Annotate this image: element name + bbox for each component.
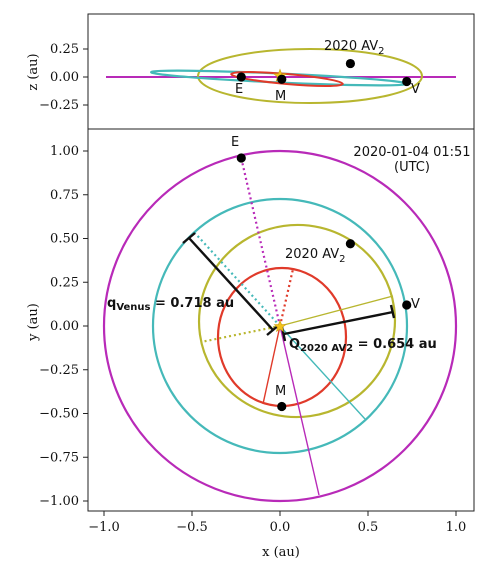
top-label-v: V: [411, 82, 420, 97]
bottom-x-axis-label: x (au): [262, 545, 300, 560]
venus-node-dotted: [193, 231, 281, 327]
x-tick-label-1: −0.5: [176, 520, 208, 535]
bottom-y-ticks: 1.00 0.75 0.50 0.25 0.00 −0.25 −0.50 −0.75 −1.00: [39, 144, 88, 509]
bottom-y-axis-label: y (au): [26, 303, 41, 342]
top-point-e: [236, 72, 246, 82]
top-av2-orbit: [197, 48, 423, 104]
timestamp: 2020-01-04 01:51: [353, 145, 470, 160]
top-body-markers: [236, 58, 412, 87]
point-2020-av: [345, 239, 355, 249]
y-tick-label-4: 0.00: [50, 319, 79, 334]
top-mercury-orbit: [230, 71, 344, 87]
av2-orbit: [197, 223, 397, 419]
top-y-tick-label-1: 0.00: [50, 70, 79, 85]
top-point-m: [277, 74, 287, 84]
y-tick-label-8: −1.00: [39, 494, 79, 509]
bottom-panel: 1.000.750.500.250.00−0.25−0.50−0.75−1.00…: [26, 128, 475, 560]
mercury-node-dotted: [278, 268, 295, 327]
mercury-node-solid: [262, 325, 281, 405]
earth-node-dotted: [239, 156, 282, 327]
venus-orbit: [151, 197, 409, 455]
y-tick-label-7: −0.75: [39, 450, 79, 465]
sun-marker: [273, 319, 287, 333]
top-point-v: [402, 76, 412, 87]
av2-node-dotted: [200, 324, 281, 344]
top-label-av2: 2020 AV2: [324, 39, 385, 57]
q-venus-bracket: [182, 232, 280, 336]
top-y-tick-label-0: 0.25: [50, 42, 79, 57]
top-y-axis-label: z (au): [26, 53, 41, 90]
label-m: M: [275, 384, 286, 399]
label-v: V: [411, 297, 420, 312]
point-m: [277, 401, 287, 412]
q-venus-annotation: qVenus = 0.718 au: [107, 296, 234, 313]
y-tick-label-2: 0.50: [50, 232, 79, 247]
label-av2: 2020 AV2: [285, 247, 346, 265]
bottom-x-ticks: −1.0 −0.5 0.0 0.5 1.0: [88, 511, 466, 535]
Q-av2-annotation: Q2020 AV2 = 0.654 au: [289, 337, 437, 354]
top-label-e: E: [235, 82, 243, 97]
point-e: [236, 153, 246, 163]
y-tick-label-3: 0.25: [50, 275, 79, 290]
y-tick-label-0: 1.00: [50, 144, 79, 159]
x-tick-label-0: −1.0: [88, 520, 120, 535]
point-v: [402, 300, 412, 310]
top-label-m: M: [275, 89, 286, 104]
earth-node-solid: [279, 325, 320, 496]
label-e: E: [231, 135, 239, 150]
x-tick-label-3: 0.5: [358, 520, 379, 535]
top-panel: 0.25 0.00 −0.25 z (au) 2020 AV2 E M V: [26, 13, 475, 130]
y-tick-label-6: −0.50: [39, 407, 79, 422]
venus-node-solid: [279, 325, 366, 420]
y-tick-label-5: −0.25: [39, 363, 79, 378]
x-tick-label-4: 1.0: [446, 520, 467, 535]
timestamp-utc: (UTC): [394, 160, 430, 175]
earth-orbit: [102, 149, 458, 503]
top-point-2020-av: [345, 58, 355, 69]
y-tick-label-1: 0.75: [50, 188, 79, 203]
top-y-ticks: 0.25 0.00 −0.25: [39, 42, 88, 113]
top-y-tick-label-2: −0.25: [39, 98, 79, 113]
bottom-body-markers: [236, 153, 412, 412]
x-tick-label-2: 0.0: [270, 520, 291, 535]
av2-node-solid: [279, 295, 394, 327]
